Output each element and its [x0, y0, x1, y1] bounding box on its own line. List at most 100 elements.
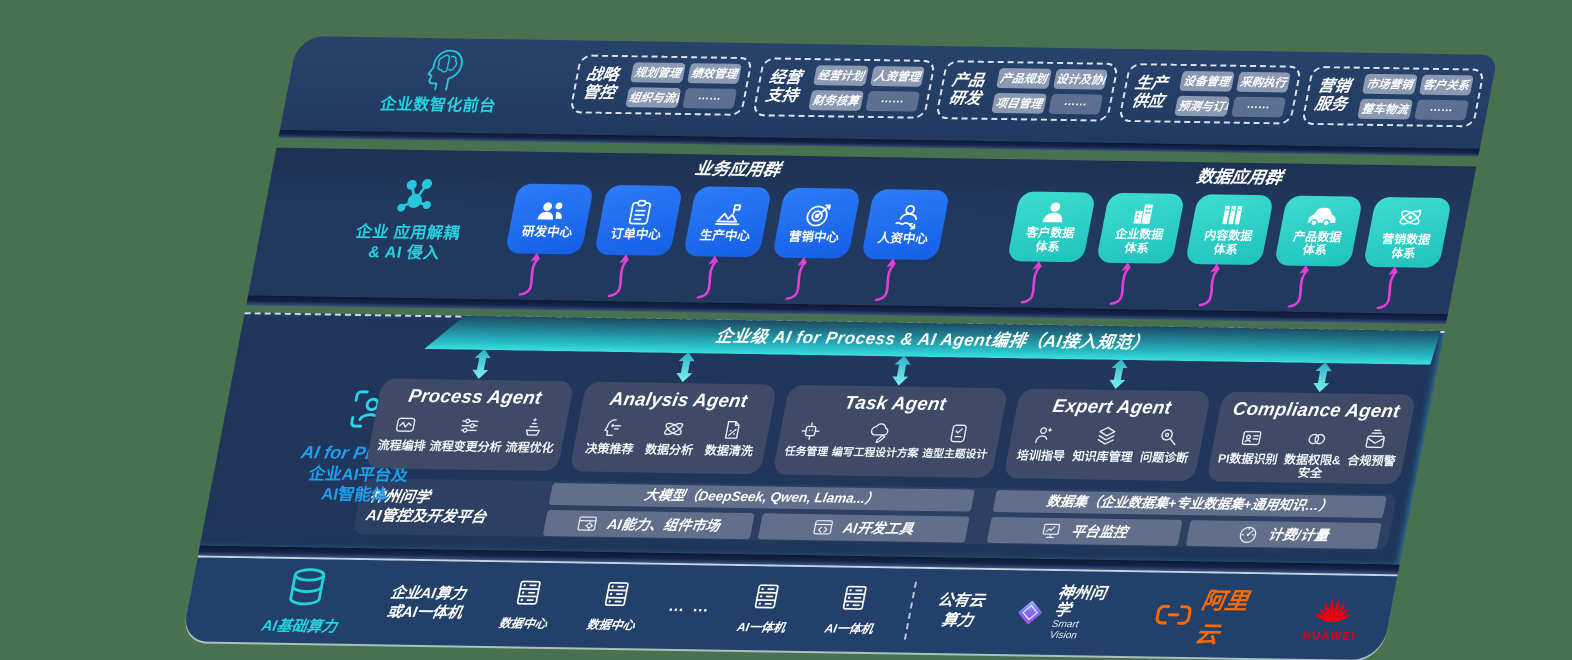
- node-ai-appliance-1: AI一体机: [723, 581, 807, 635]
- window-code-icon: [813, 519, 834, 535]
- tile-research-center: 研发中心: [504, 183, 595, 296]
- platform-cell-dev-tools: AI开发工具: [757, 512, 970, 543]
- flow-arrow-icon: [1198, 263, 1220, 307]
- flow-arrow-icon: [785, 256, 807, 301]
- platform-cell-monitoring: 平台监控: [986, 516, 1183, 546]
- agent-feature: 流程编排: [376, 413, 431, 453]
- agent-feature: PI数据识别: [1217, 427, 1284, 466]
- process-change-analysis-icon: [460, 418, 479, 433]
- smartvision-diamond-icon: [1018, 601, 1042, 625]
- engineering-design-icon: [870, 423, 888, 443]
- business-app-tiles: 研发中心 订单中心: [504, 183, 951, 302]
- huawei-flower-icon: [1315, 598, 1352, 623]
- front-chip: 市场营销: [1361, 73, 1418, 95]
- smartvision-logo: 神州问学 Smart Vision: [1009, 584, 1112, 641]
- tile-label: 订单中心: [609, 226, 663, 242]
- platform-row: 神州问学 AI管控及开发平台 大模型（DeepSeek, Qwen, Llama…: [352, 478, 1398, 551]
- huawei-name: HUAWEI: [1301, 629, 1357, 643]
- group-label: 产品研发: [947, 71, 987, 108]
- agent-title: Task Agent: [842, 391, 949, 415]
- styling-theme-design-icon: [950, 424, 967, 443]
- tile-label: 产品数据体系: [1292, 229, 1343, 258]
- infra-title: AI基础算力: [260, 617, 339, 636]
- double-arrow-icon: [1313, 362, 1332, 393]
- agent-title: Analysis Agent: [608, 387, 750, 412]
- front-chip: 采购执行: [1235, 71, 1291, 93]
- architecture-diagram: 企业数智化前台 战略管控 规划管理 绩效管理 组织与流程 …… 经营支持 经营计…: [181, 36, 1498, 660]
- dataset-bar: 数据集（企业数据集+专业数据集+通用知识…）: [992, 489, 1387, 518]
- tile-marketing-data: 营销数据体系: [1362, 196, 1453, 310]
- target-icon: [806, 204, 831, 227]
- data-permission-security-icon: [1308, 433, 1326, 445]
- agent-title: Compliance Agent: [1231, 397, 1402, 422]
- agent-feature: 编写工程设计方案: [831, 421, 925, 461]
- server-icon: [842, 585, 867, 610]
- llm-bar: 大模型（DeepSeek, Qwen, Llama...）: [548, 482, 975, 512]
- agent-card-compliance: Compliance Agent PI数据识别 数据权限&安全: [1205, 362, 1417, 485]
- group-label: 生产供应: [1130, 74, 1170, 111]
- building-icon: [1133, 204, 1154, 224]
- tile-label: 营销数据体系: [1380, 232, 1432, 261]
- gauge-icon: [1240, 526, 1257, 543]
- agent-title: Process Agent: [406, 384, 544, 408]
- compliance-alert-icon: [1365, 429, 1385, 449]
- flow-arrow-icon: [1287, 264, 1309, 308]
- front-chip: 客户关系: [1418, 74, 1474, 96]
- atom-icon: [1399, 209, 1422, 225]
- platform-cell-ai-market: AI能力、组件市场: [542, 509, 755, 539]
- data-cleaning-icon: [725, 420, 741, 439]
- infra-label: AI基础算力: [239, 565, 370, 637]
- agent-feature: 数据清洗: [704, 419, 759, 458]
- flow-arrow-icon: [696, 255, 718, 299]
- front-chip: 规划管理: [630, 62, 686, 84]
- process-orchestration-icon: [395, 417, 416, 432]
- agent-cards: Process Agent 流程编排 流程变更分析: [365, 348, 1417, 485]
- flow-arrow-icon: [1109, 262, 1131, 306]
- clipboard-icon: [628, 199, 652, 225]
- agent-feature: 任务管理: [783, 420, 834, 460]
- tile-label: 企业数据体系: [1114, 226, 1165, 255]
- user-icon: [1042, 202, 1063, 223]
- platform-cell-billing: 计费/计量: [1185, 519, 1382, 549]
- person-motion-icon: [895, 204, 918, 230]
- pi-data-recognition-icon: [1242, 430, 1262, 446]
- front-layer-title: 企业数智化前台: [378, 96, 498, 116]
- flow-arrow-icon: [1020, 260, 1042, 304]
- front-groups: 战略管控 规划管理 绩效管理 组织与流程 …… 经营支持 经营计划 人资管理 财…: [568, 54, 1486, 128]
- group-label: 营销服务: [1313, 77, 1352, 113]
- public-cloud-label: 公有云 算力: [936, 592, 986, 630]
- front-chip: 人资管理: [869, 66, 925, 87]
- flow-arrow-icon: [607, 254, 629, 298]
- agent-title: Expert Agent: [1051, 394, 1174, 418]
- agent-feature: 数据权限&安全: [1278, 428, 1350, 481]
- node-datacenter-2: 数据中心: [572, 579, 656, 633]
- tile-order-center: 订单中心: [593, 184, 684, 298]
- data-analysis-icon: [663, 422, 683, 436]
- smartvision-subtitle: Smart Vision: [1048, 618, 1080, 642]
- orchestration-bar-title: 企业级 AI for Process & AI Agent编排（AI接入规范）: [713, 326, 1152, 353]
- server-icon: [604, 581, 629, 606]
- double-arrow-icon: [472, 348, 491, 379]
- agent-feature: 流程变更分析: [428, 414, 507, 454]
- aliyun-bracket-icon: [1155, 604, 1192, 625]
- front-chip: 设备管理: [1179, 70, 1235, 92]
- molecule-icon: [396, 179, 432, 212]
- aliyun-name: 阿里云: [1193, 587, 1251, 648]
- front-chip: 经营计划: [813, 65, 869, 86]
- node-ai-appliance-2: AI一体机: [811, 583, 895, 637]
- front-chip: 设计及协同: [1052, 68, 1108, 90]
- tile-hr-center: 人资中心: [860, 189, 951, 302]
- infra-layer: AI基础算力 企业AI算力 或AI一体机 数据中心: [181, 555, 1398, 660]
- front-chip: 财务核算: [808, 90, 864, 111]
- car-icon: [1307, 207, 1336, 227]
- tile-marketing-center: 营销中心: [771, 187, 862, 301]
- node-datacenter-1: 数据中心: [485, 578, 569, 632]
- database-icon: [288, 568, 325, 606]
- agent-feature: 培训指导: [1016, 423, 1071, 463]
- tile-label: 人资中心: [876, 230, 930, 246]
- decision-recommendation-icon: [604, 419, 622, 437]
- agent-card-expert: Expert Agent 培训指导: [1002, 358, 1212, 482]
- agent-feature: 流程优化: [504, 415, 559, 455]
- tile-content-data: 内容数据体系: [1184, 194, 1275, 307]
- aliyun-logo: 阿里云: [1148, 581, 1262, 650]
